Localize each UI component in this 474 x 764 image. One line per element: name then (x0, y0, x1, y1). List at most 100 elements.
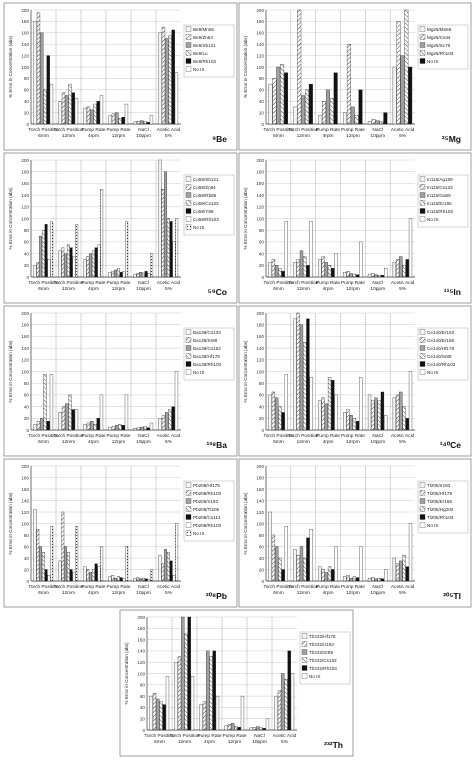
bar (224, 725, 228, 731)
bar (100, 189, 104, 278)
bar (174, 371, 179, 431)
bar (64, 546, 67, 582)
y-tick-label: 100 (21, 369, 29, 374)
bar (392, 262, 397, 278)
y-tick-label: 140 (21, 346, 29, 351)
bar (152, 693, 157, 731)
bar (83, 259, 87, 278)
y-tick-label: 200 (137, 615, 145, 620)
x-tick-label: 6mm (273, 133, 284, 139)
bar (293, 549, 297, 582)
legend-swatch (185, 184, 192, 190)
x-tick-label: Pump Rate (223, 733, 247, 739)
bar (359, 377, 363, 431)
legend-label: Ba138/Cs152 (193, 346, 221, 351)
y-tick-label: 20 (140, 717, 146, 722)
bar (118, 423, 122, 431)
y-tick-label: 140 (256, 498, 264, 503)
x-tick-label: 4rpm (88, 439, 99, 445)
bar (284, 374, 288, 431)
bar (275, 546, 279, 582)
bar (68, 83, 72, 125)
bar (64, 253, 67, 278)
bar (405, 566, 409, 582)
legend (417, 480, 469, 534)
y-tick-label: 20 (259, 567, 265, 572)
bar (275, 265, 279, 278)
legend (183, 480, 235, 542)
bar (143, 426, 147, 431)
chart-panel-7: 0 20 40 60 80 100 120 140 160 180 200 % Error in Co… (238, 458, 472, 608)
x-tick-label: 5% (165, 590, 173, 596)
bar (199, 704, 203, 731)
bar (331, 380, 335, 431)
legend-swatch (185, 345, 192, 351)
x-tick-label: Pump Rate (341, 280, 365, 286)
bar (272, 78, 277, 125)
y-tick-label: 100 (256, 216, 264, 221)
bar (39, 546, 42, 582)
legend-swatch (301, 641, 308, 647)
bar (321, 569, 325, 582)
x-tick-label: 4rpm (323, 286, 334, 292)
x-tick-label: Torch Position (263, 433, 293, 439)
y-tick-label: 0 (142, 728, 145, 733)
bar (277, 690, 282, 731)
bar (108, 115, 112, 125)
y-tick-label: 40 (259, 556, 265, 561)
bar (144, 578, 148, 582)
legend-label: In115/Rh103 (427, 209, 453, 214)
legend-label: Pb208/Hf178 (193, 483, 220, 488)
legend-swatch (185, 192, 192, 198)
y-tick-label: 80 (259, 533, 265, 538)
x-tick-label: 5% (399, 286, 407, 292)
x-tick-label: Torch Position (53, 280, 83, 286)
y-axis-label: % Error in Concentration (abs) (243, 492, 248, 555)
analyte-label: ⁵⁹Co (208, 287, 227, 297)
bar (121, 425, 125, 431)
x-tick-label: Pump Rate (107, 584, 131, 590)
legend-swatch (419, 50, 426, 56)
bar (349, 273, 353, 278)
bar (349, 577, 353, 582)
bar (133, 428, 137, 431)
bar (161, 189, 165, 278)
y-tick-label: 180 (256, 19, 264, 24)
x-tick-label: Acetic Acid (157, 280, 181, 286)
bar (99, 95, 104, 125)
bar (306, 265, 310, 278)
bar (72, 256, 76, 278)
bar (371, 273, 375, 278)
y-tick-label: 140 (256, 42, 264, 47)
bar (133, 577, 137, 582)
x-tick-label: 10ppm (252, 739, 267, 745)
x-tick-label: Torch Position (53, 127, 83, 133)
bar (111, 113, 116, 125)
bar (343, 576, 347, 582)
legend-label: No IS (193, 531, 205, 536)
bar (284, 221, 288, 278)
bar (83, 423, 87, 431)
bar (133, 121, 137, 125)
bar (90, 421, 94, 431)
bar (380, 578, 385, 582)
bar (324, 403, 328, 431)
legend-label: Ce140/Er166 (427, 338, 455, 343)
legend-label: Tl205/Er166 (427, 499, 452, 504)
bar (140, 120, 144, 125)
x-tick-label: 10ppm (136, 286, 151, 292)
bar (358, 89, 363, 125)
bar (74, 409, 79, 431)
y-tick-label: 20 (259, 263, 265, 268)
bar (58, 250, 62, 278)
bar (43, 89, 47, 125)
x-tick-label: 4rpm (204, 739, 215, 745)
x-tick-label: NaCl (138, 433, 149, 439)
bar (408, 218, 413, 278)
bar (281, 673, 285, 731)
bar (275, 397, 279, 431)
bar (162, 704, 166, 731)
bar (75, 526, 79, 582)
bar (136, 120, 141, 125)
